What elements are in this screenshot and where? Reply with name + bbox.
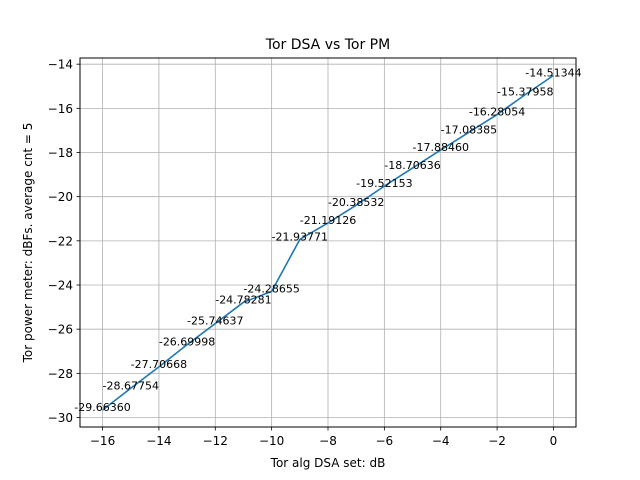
- y-tick-label: −24: [48, 279, 73, 293]
- grid: [80, 58, 576, 427]
- data-label: -21.19126: [300, 214, 356, 227]
- data-label: -26.69998: [159, 336, 215, 349]
- x-tick-label: 0: [550, 434, 558, 448]
- y-tick-label: −30: [48, 411, 73, 425]
- data-label: -19.52153: [356, 177, 412, 190]
- x-axis-label: Tor alg DSA set: dB: [270, 456, 386, 470]
- data-label: -17.08385: [441, 123, 497, 136]
- x-tick-label: −6: [376, 434, 394, 448]
- x-tick-label: −16: [90, 434, 115, 448]
- y-axis-label: Tor power meter: dBFs. average cnt = 5: [21, 123, 35, 364]
- y-tick-label: −14: [48, 58, 73, 72]
- x-tick-label: −14: [146, 434, 171, 448]
- data-label: -18.70636: [384, 159, 440, 172]
- data-label: -25.74637: [187, 315, 243, 328]
- x-tick-label: −2: [488, 434, 506, 448]
- y-tick-label: −18: [48, 146, 73, 160]
- data-label: -24.78281: [215, 293, 271, 306]
- data-label: -27.70668: [131, 358, 187, 371]
- data-label: -14.51344: [525, 67, 581, 80]
- y-tick-label: −26: [48, 323, 73, 337]
- chart-title: Tor DSA vs Tor PM: [265, 37, 390, 53]
- data-label: -20.38532: [328, 196, 384, 209]
- data-label: -28.67754: [102, 379, 158, 392]
- data-labels: -29.66360 -28.67754 -27.70668 -26.69998 -25.…: [74, 67, 581, 415]
- y-tick-label: −16: [48, 102, 73, 116]
- y-tick-label: −22: [48, 234, 73, 248]
- series-line: [102, 74, 554, 411]
- data-label: -17.88460: [412, 141, 468, 154]
- data-label: -21.93771: [272, 230, 328, 243]
- y-tick-label: −28: [48, 367, 73, 381]
- series-layer: [102, 74, 554, 411]
- data-label: -15.37958: [497, 86, 553, 99]
- data-label: -29.66360: [74, 401, 130, 414]
- data-label: -16.28054: [469, 106, 525, 119]
- x-tick-label: −10: [259, 434, 284, 448]
- x-tick-label: −8: [319, 434, 337, 448]
- axis-ticks: −16 −14 −12 −10 −8 −6 −4 −2 0−30−28−26−24−22−20−…: [48, 58, 558, 448]
- data-label: -24.28655: [243, 282, 299, 295]
- x-tick-label: −4: [432, 434, 450, 448]
- x-tick-label: −12: [203, 434, 228, 448]
- y-tick-label: −20: [48, 190, 73, 204]
